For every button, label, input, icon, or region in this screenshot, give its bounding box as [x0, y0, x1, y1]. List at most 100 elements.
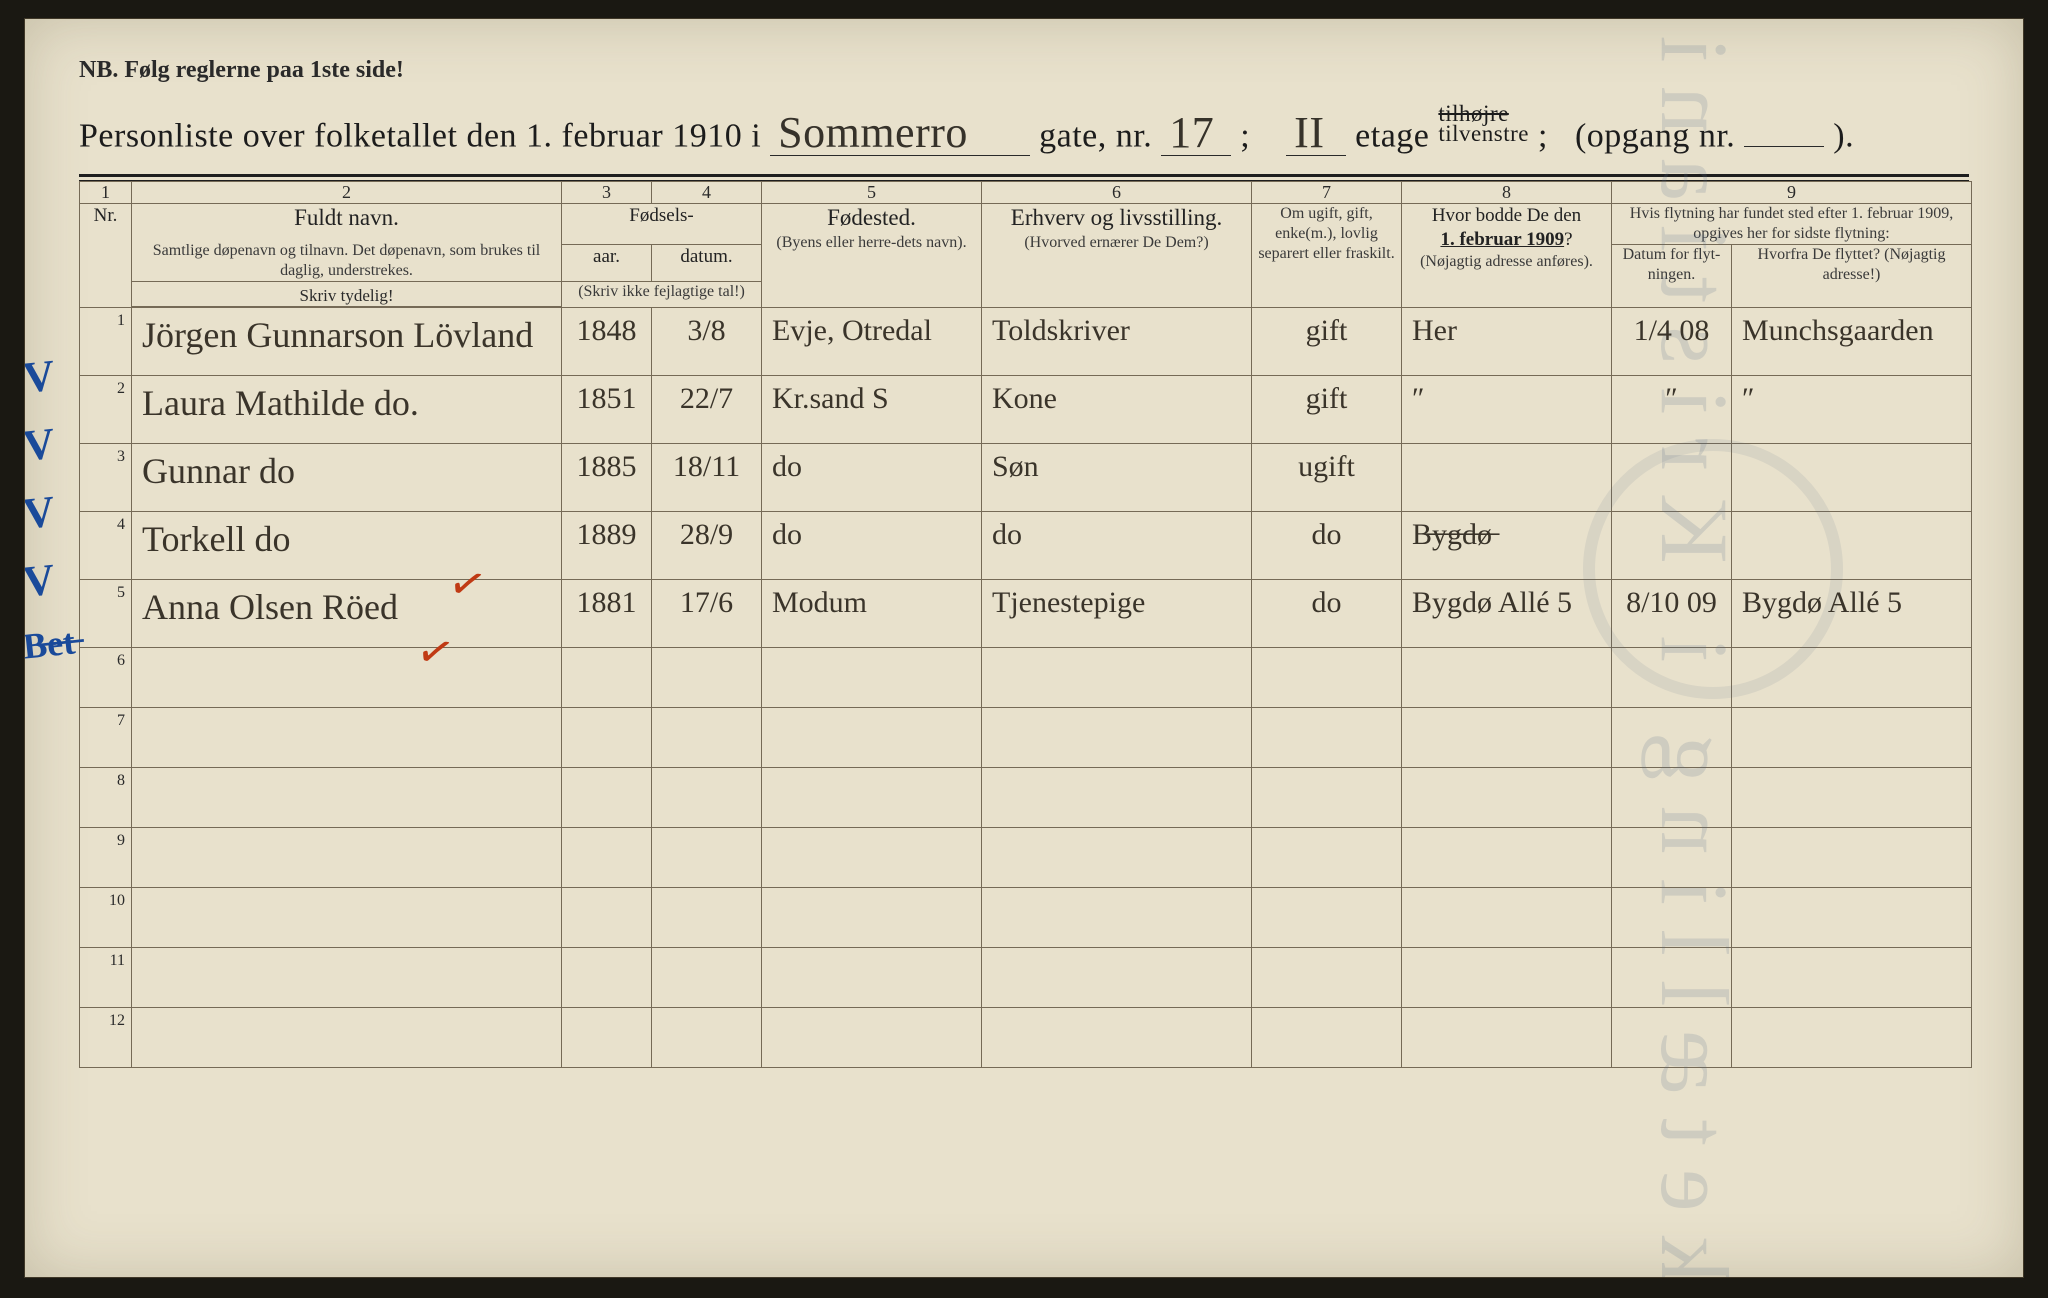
cell: Anna Olsen Röed — [132, 580, 562, 648]
cell: ″ — [1402, 376, 1612, 444]
cell — [982, 1008, 1252, 1068]
cell — [132, 648, 562, 708]
cell — [652, 948, 762, 1008]
cell — [1402, 444, 1612, 512]
cell — [1252, 648, 1402, 708]
cell: B̶y̶g̶d̶ø̶ — [1402, 512, 1612, 580]
cell: ugift — [1252, 444, 1402, 512]
cell — [1252, 828, 1402, 888]
cell — [762, 948, 982, 1008]
hdr-bodde: Hvor bodde De den1. februar 1909? (Nøjag… — [1402, 204, 1612, 308]
hdr-flyt-fra: Hvorfra De flyttet? (Nøjagtig adresse!) — [1732, 245, 1972, 308]
cell: Søn — [982, 444, 1252, 512]
cell: 1851 — [562, 376, 652, 444]
coln-2: 2 — [132, 182, 562, 204]
cell: Her — [1402, 308, 1612, 376]
cell — [1402, 888, 1612, 948]
row-number: 12 — [80, 1008, 132, 1068]
margin-mark-4: V — [24, 553, 57, 607]
cell: Tjenestepige — [982, 580, 1252, 648]
table-row: 9 — [80, 828, 1972, 888]
opgang-value — [1744, 146, 1824, 147]
data-rows: 1Jörgen Gunnarson Lövland18483/8Evje, Ot… — [80, 308, 1972, 1068]
cell — [562, 768, 652, 828]
table-row: 5Anna Olsen Röed188117/6ModumTjenestepig… — [80, 580, 1972, 648]
table-row: 12 — [80, 1008, 1972, 1068]
cell — [1732, 708, 1972, 768]
hdr-name: Fuldt navn. Samtlige døpenavn og tilnavn… — [132, 204, 562, 282]
cell — [762, 828, 982, 888]
cell — [982, 648, 1252, 708]
table-row: 3Gunnar do188518/11doSønugift — [80, 444, 1972, 512]
cell: 18/11 — [652, 444, 762, 512]
hdr-bodde-sub: (Nøjagtig adresse anføres). — [1402, 252, 1611, 272]
row-number: 1 — [80, 308, 132, 376]
coln-3: 3 — [562, 182, 652, 204]
column-number-row: 1 2 3 4 5 6 7 8 9 — [80, 182, 1972, 204]
headline: Personliste over folketallet den 1. febr… — [79, 104, 1969, 160]
cell — [1612, 512, 1732, 580]
cell — [562, 888, 652, 948]
cell: Modum — [762, 580, 982, 648]
cell — [1612, 948, 1732, 1008]
cell: do — [762, 444, 982, 512]
cell — [562, 948, 652, 1008]
cell: gift — [1252, 308, 1402, 376]
cell: Torkell do — [132, 512, 562, 580]
census-form-page: Folketælling i Kristiania NB. Følg regle… — [24, 18, 2024, 1278]
cell: 22/7 — [652, 376, 762, 444]
cell — [1732, 888, 1972, 948]
row-number: 5 — [80, 580, 132, 648]
notice-nb: NB. — [79, 57, 118, 83]
cell — [1612, 708, 1732, 768]
side-bottom: tilvenstre — [1438, 121, 1529, 146]
margin-mark-1: V — [24, 349, 57, 403]
hdr-bodde-big: Hvor bodde De den1. februar 1909? — [1402, 204, 1611, 252]
hdr-fodested-sub: (Byens eller herre-dets navn). — [762, 233, 981, 253]
row-number: 9 — [80, 828, 132, 888]
cell — [652, 828, 762, 888]
coln-8: 8 — [1402, 182, 1612, 204]
cell: 1881 — [562, 580, 652, 648]
cell: Bygdø Allé 5 — [1402, 580, 1612, 648]
cell: do — [762, 512, 982, 580]
hdr-flyt-dat: Datum for flyt-ningen. — [1612, 245, 1732, 308]
cell — [132, 768, 562, 828]
cell: do — [1252, 512, 1402, 580]
cell — [1402, 828, 1612, 888]
cell — [1252, 1008, 1402, 1068]
cell — [1612, 768, 1732, 828]
hl-semi1: ; — [1240, 118, 1250, 155]
table-row: 10 — [80, 888, 1972, 948]
table-row: 2Laura Mathilde do.185122/7Kr.sand SKone… — [80, 376, 1972, 444]
cell: Laura Mathilde do. — [132, 376, 562, 444]
cell — [762, 708, 982, 768]
cell: Munchsgaarden — [1732, 308, 1972, 376]
table-row: 4Torkell do188928/9dododoB̶y̶g̶d̶ø̶ — [80, 512, 1972, 580]
cell — [1612, 444, 1732, 512]
cell: 1/4 08 — [1612, 308, 1732, 376]
hdr-flyt: Hvis flytning har fundet sted efter 1. f… — [1612, 204, 1972, 245]
cell — [1402, 768, 1612, 828]
cell — [762, 768, 982, 828]
row-number: 4 — [80, 512, 132, 580]
row-number: 11 — [80, 948, 132, 1008]
row-number: 10 — [80, 888, 132, 948]
cell — [1402, 708, 1612, 768]
hdr-fodsels-sub: (Skriv ikke fejlagtige tal!) — [562, 281, 762, 307]
hdr-fodested-big: Fødested. — [762, 204, 981, 233]
cell: Kr.sand S — [762, 376, 982, 444]
cell — [1612, 828, 1732, 888]
cell — [1402, 948, 1612, 1008]
row-number: 6 — [80, 648, 132, 708]
cell — [982, 948, 1252, 1008]
cell — [132, 1008, 562, 1068]
hl-etage: etage — [1355, 118, 1429, 155]
hl-semi2: ; — [1538, 118, 1548, 155]
hdr-datum: datum. — [652, 245, 762, 282]
headline-prefix: Personliste over folketallet den 1. febr… — [79, 118, 761, 155]
cell — [762, 888, 982, 948]
hdr-ugift: Om ugift, gift, enke(m.), lovlig separer… — [1252, 204, 1402, 308]
cell — [1402, 1008, 1612, 1068]
street-name: Sommerro — [770, 111, 1030, 156]
